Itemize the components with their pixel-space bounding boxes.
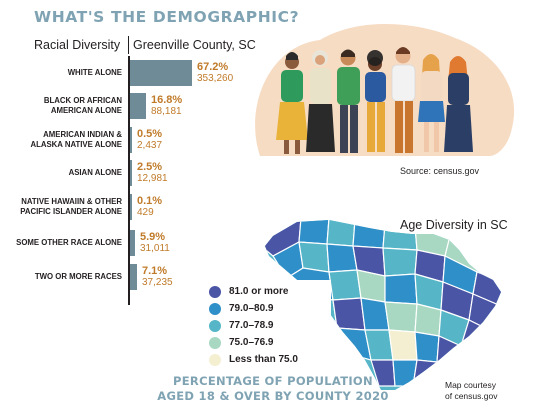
bar-axis-line (128, 56, 130, 305)
bar-value-label: 2.5% (137, 161, 163, 173)
bar-value-label: 67.2% (197, 61, 229, 73)
bar-count-label: 2,437 (137, 140, 163, 151)
bar-value-label: 16.8% (151, 94, 183, 106)
bar-category-label: WHITE ALONE (67, 68, 122, 77)
map-courtesy: Map courtesy of census.gov (445, 380, 535, 402)
map-courtesy-line-2: of census.gov (445, 391, 498, 401)
bar-value-label: 0.1% (137, 195, 163, 207)
bar-count-label: 353,260 (197, 73, 234, 84)
legend-label: 81.0 or more (229, 286, 289, 297)
bar-count-label: 429 (137, 207, 154, 218)
bar-category-label: BLACK OR AFRICAN AMERICAN ALONE (43, 96, 122, 115)
legend-label: 75.0–76.9 (229, 337, 274, 348)
bar (130, 60, 192, 86)
bar-value-label: 0.5% (137, 128, 163, 140)
diverse-people-illustration (255, 23, 515, 157)
bar-value-label: 7.1% (142, 265, 168, 277)
bar-count-label: 12,981 (137, 173, 168, 184)
map-caption-line-2: AGED 18 & OVER BY COUNTY 2020 (157, 389, 389, 403)
legend-swatch (209, 337, 221, 349)
legend-swatch (209, 303, 221, 315)
legend-label: 79.0–80.9 (229, 303, 274, 314)
bar (130, 264, 137, 290)
bar-count-label: 88,181 (151, 106, 182, 117)
bar (130, 127, 132, 153)
bar (130, 93, 146, 119)
map-caption-line-1: PERCENTAGE OF POPULATION (173, 374, 373, 388)
map-legend: 81.0 or more 79.0–80.9 77.0–78.9 75.0–76… (203, 280, 331, 372)
legend-swatch (209, 354, 221, 366)
bar-count-label: 31,011 (140, 243, 170, 254)
racial-diversity-header: Racial Diversity (34, 38, 121, 52)
map-courtesy-line-1: Map courtesy (445, 380, 497, 390)
bar-category-label: TWO OR MORE RACES (34, 272, 122, 281)
illustration-source: Source: census.gov (400, 166, 480, 176)
map-caption: PERCENTAGE OF POPULATION AGED 18 & OVER … (148, 374, 398, 404)
bar-count-label: 37,235 (142, 277, 173, 288)
page-title: WHAT'S THE DEMOGRAPHIC? (34, 8, 300, 26)
map-title: Age Diversity in SC (400, 218, 508, 232)
bar (130, 160, 132, 186)
legend-swatch (209, 320, 221, 332)
bar (130, 194, 132, 220)
bar-category-label: ASIAN ALONE (68, 168, 122, 177)
bar-category-label: NATIVE HAWAIIN & OTHER PACIFIC ISLANDER A… (20, 197, 122, 216)
bar (130, 230, 135, 256)
legend-label: 77.0–78.9 (229, 320, 274, 331)
bar-value-label: 5.9% (140, 231, 166, 243)
bar-category-label: SOME OTHER RACE ALONE (16, 238, 122, 247)
legend-label: Less than 75.0 (229, 354, 298, 365)
legend-swatch (209, 286, 221, 298)
header-divider (128, 36, 129, 54)
county-header: Greenville County, SC (133, 38, 256, 52)
bar-category-label: AMERICAN INDIAN & ALASKA NATIVE ALONE (30, 130, 122, 149)
